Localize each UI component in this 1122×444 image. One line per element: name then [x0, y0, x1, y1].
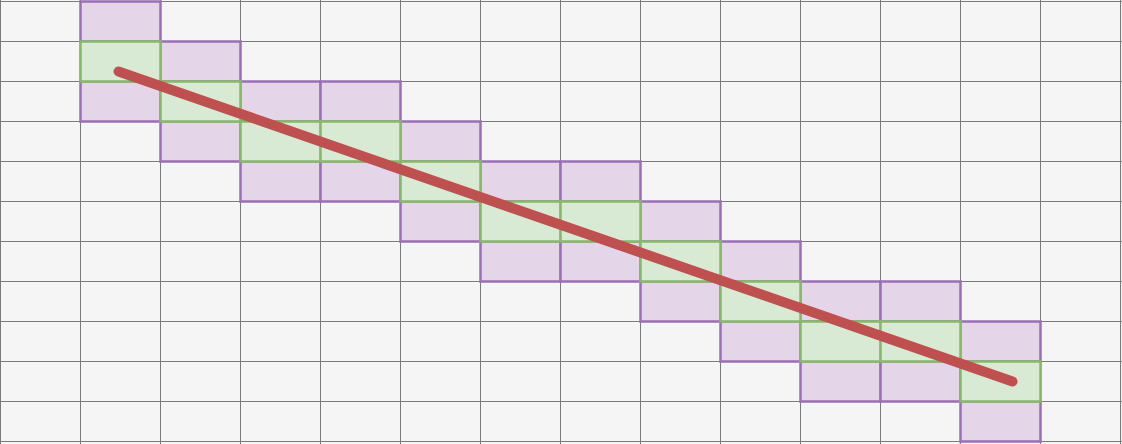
thick-cell: [79, 0, 162, 43]
line-segment: [113, 66, 1018, 387]
thick-cell: [639, 280, 722, 323]
thick-cell: [559, 160, 642, 203]
thick-cell: [959, 400, 1042, 443]
thick-cell: [959, 320, 1042, 363]
thick-cell: [319, 80, 402, 123]
thick-cell: [879, 280, 962, 323]
thick-cell: [799, 360, 882, 403]
thick-cell: [479, 240, 562, 283]
thick-cell: [399, 200, 482, 243]
thick-cell: [79, 80, 162, 123]
thick-cell: [399, 120, 482, 163]
thick-cell: [719, 240, 802, 283]
thick-cell: [159, 40, 242, 83]
thick-cell: [479, 160, 562, 203]
thick-cell: [159, 120, 242, 163]
thick-cell: [239, 160, 322, 203]
thick-cell: [639, 200, 722, 243]
thick-cell: [719, 320, 802, 363]
thick-cell: [879, 360, 962, 403]
